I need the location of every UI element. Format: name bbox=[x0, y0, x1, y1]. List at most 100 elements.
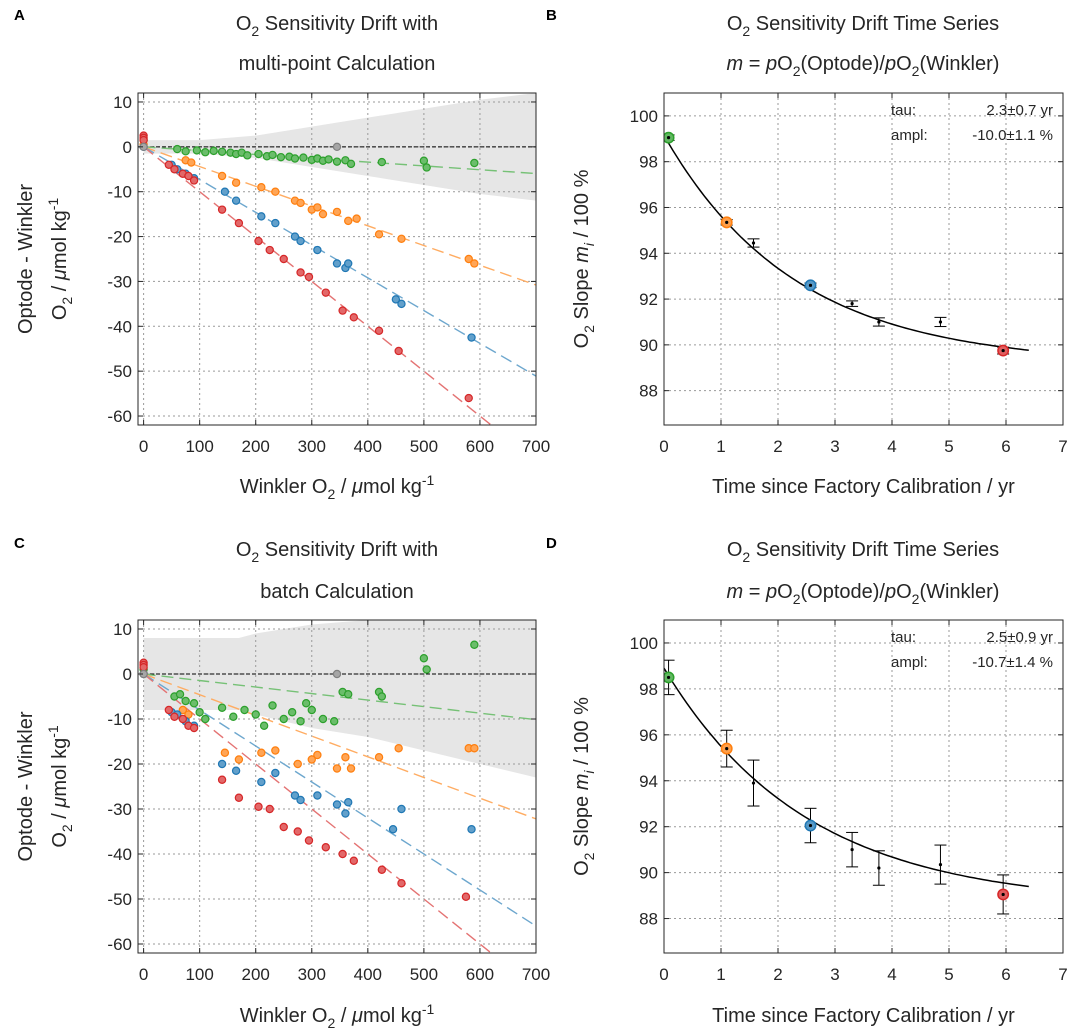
panel-letter: C bbox=[14, 535, 25, 552]
data-point-green bbox=[201, 148, 210, 157]
data-point-center bbox=[877, 866, 881, 870]
data-point-red bbox=[279, 822, 288, 832]
y-axis-label-line: Optode - Winkler bbox=[15, 184, 37, 334]
y-tick-label: 94 bbox=[639, 244, 658, 263]
data-point-orange bbox=[296, 198, 305, 208]
data-point-green bbox=[192, 146, 202, 155]
y-tick-label: 10 bbox=[113, 93, 132, 112]
x-tick-label: 100 bbox=[185, 965, 213, 984]
data-point-orange bbox=[271, 746, 280, 755]
data-point-green bbox=[301, 699, 311, 708]
data-point-center bbox=[938, 862, 943, 867]
data-point-blue bbox=[290, 232, 300, 241]
data-point-red bbox=[374, 326, 384, 335]
y-tick-label: 100 bbox=[630, 634, 658, 653]
data-point-green bbox=[470, 158, 479, 168]
y-tick-label: 94 bbox=[639, 772, 658, 791]
chart-title-line: m = pO2(Optode)/pO2(Winkler) bbox=[727, 581, 1000, 607]
x-tick-label: 1 bbox=[716, 437, 725, 456]
data-point-green bbox=[470, 640, 479, 649]
data-point-orange bbox=[234, 755, 244, 764]
panel-letter: A bbox=[14, 7, 25, 24]
data-point-center bbox=[808, 823, 813, 828]
x-tick-label: 0 bbox=[139, 965, 148, 984]
panel-letter: D bbox=[546, 535, 557, 552]
data-point-blue bbox=[388, 825, 398, 834]
data-point-red bbox=[254, 236, 263, 246]
y-tick-label: -10 bbox=[107, 710, 132, 729]
data-point-red bbox=[170, 712, 179, 721]
data-point-red bbox=[265, 245, 274, 255]
plot-area bbox=[138, 93, 536, 425]
data-point-center bbox=[877, 320, 881, 324]
data-point-center bbox=[808, 283, 813, 287]
data-point-red bbox=[189, 176, 199, 185]
y-tick-label: 0 bbox=[123, 138, 132, 157]
data-point-green bbox=[344, 690, 353, 699]
uncertainty-band bbox=[143, 620, 536, 778]
data-point-orange bbox=[271, 187, 280, 196]
trend-line-orange bbox=[143, 673, 536, 820]
trend-line-blue bbox=[143, 673, 536, 927]
y-tick-label: -60 bbox=[107, 407, 132, 426]
y-tick-label: 98 bbox=[639, 680, 658, 699]
x-tick-label: 0 bbox=[659, 965, 668, 984]
data-point-green bbox=[240, 705, 249, 715]
data-point-green bbox=[217, 147, 227, 156]
data-point-orange bbox=[394, 744, 403, 753]
y-tick-label: 98 bbox=[639, 153, 658, 172]
data-point-orange bbox=[307, 755, 316, 764]
data-point-center bbox=[850, 302, 854, 306]
data-point-green bbox=[243, 151, 252, 160]
y-axis-label-line: O2 / μmol kg-1 bbox=[45, 725, 75, 848]
data-point-green bbox=[181, 147, 190, 156]
y-axis-label: O2 Slope mi / 100 % bbox=[571, 169, 597, 348]
data-point-red bbox=[397, 879, 406, 888]
data-point-orange bbox=[217, 171, 227, 181]
y-tick-label: -20 bbox=[107, 228, 132, 247]
axes-frame bbox=[137, 92, 537, 426]
y-tick-label: 10 bbox=[113, 620, 132, 639]
x-tick-label: 3 bbox=[830, 437, 839, 456]
x-tick-label: 6 bbox=[1001, 437, 1010, 456]
x-tick-label: 400 bbox=[354, 437, 382, 456]
data-point-green bbox=[324, 155, 333, 164]
y-tick-label: -30 bbox=[107, 800, 132, 819]
x-tick-label: 4 bbox=[887, 965, 896, 984]
data-point-red bbox=[304, 272, 314, 282]
chart-title-line: O2 Sensitivity Drift Time Series bbox=[727, 539, 999, 565]
data-point-red bbox=[279, 254, 288, 264]
data-point-green bbox=[217, 703, 227, 712]
data-point-green bbox=[307, 705, 316, 715]
x-tick-label: 200 bbox=[242, 965, 270, 984]
data-point-orange bbox=[318, 209, 328, 219]
data-point-red bbox=[164, 705, 174, 715]
data-point-green bbox=[229, 712, 238, 721]
data-point-orange bbox=[257, 183, 266, 192]
data-point-blue bbox=[344, 259, 353, 268]
x-tick-label: 300 bbox=[298, 437, 326, 456]
tau-label: tau: bbox=[891, 629, 916, 646]
x-tick-label: 700 bbox=[522, 437, 550, 456]
chart-title-line: O2 Sensitivity Drift with bbox=[236, 539, 438, 565]
ampl-label: ampl: bbox=[891, 654, 928, 671]
x-tick-label: 0 bbox=[659, 437, 668, 456]
x-tick-label: 5 bbox=[944, 965, 953, 984]
data-point-blue bbox=[257, 212, 266, 221]
x-tick-label: 2 bbox=[773, 437, 782, 456]
data-point-orange bbox=[231, 178, 241, 187]
data-point-green bbox=[287, 708, 297, 717]
panel-a: A O2 Sensitivity Drift with multi-point Ca… bbox=[14, 7, 550, 502]
data-point-blue bbox=[467, 825, 476, 834]
data-point-orange bbox=[184, 710, 193, 719]
data-point-orange bbox=[341, 753, 350, 762]
data-point-red bbox=[217, 205, 227, 214]
x-tick-label: 0 bbox=[139, 437, 148, 456]
x-tick-label: 600 bbox=[466, 965, 494, 984]
data-point-green bbox=[251, 710, 260, 719]
data-point-center bbox=[666, 136, 671, 140]
data-point-blue bbox=[271, 768, 280, 778]
data-point-red bbox=[265, 804, 274, 814]
data-point-orange bbox=[293, 759, 302, 769]
x-tick-label: 7 bbox=[1058, 965, 1067, 984]
